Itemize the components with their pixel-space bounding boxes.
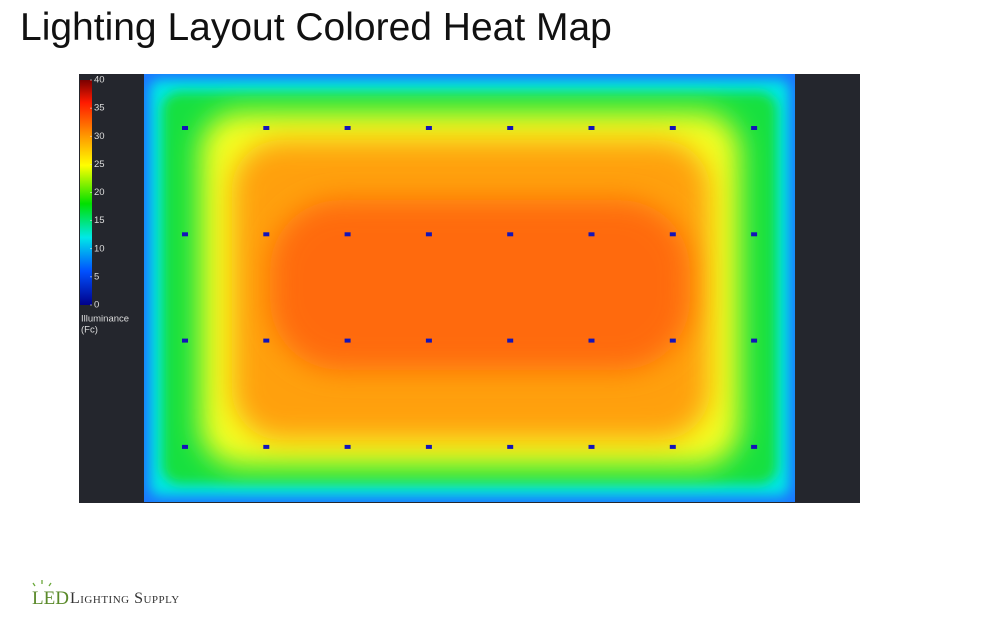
slide-title: Lighting Layout Colored Heat Map bbox=[20, 6, 612, 49]
fixture bbox=[751, 126, 758, 130]
colorbar-tick-label: 35 bbox=[94, 103, 105, 114]
fixture bbox=[425, 444, 432, 449]
fixture bbox=[182, 444, 188, 449]
fixture bbox=[263, 444, 270, 449]
colorbar-label: (Fc) bbox=[81, 325, 98, 336]
fixture bbox=[588, 232, 595, 237]
colorbar-tick-label: 5 bbox=[94, 271, 99, 282]
color-scale bbox=[80, 80, 92, 305]
fixtures bbox=[182, 126, 758, 449]
fixture bbox=[263, 232, 270, 237]
fixture bbox=[263, 338, 270, 343]
fixture bbox=[751, 444, 758, 449]
fixture bbox=[507, 126, 514, 130]
fixture bbox=[507, 338, 514, 343]
fixture bbox=[751, 232, 758, 237]
fixture bbox=[182, 338, 188, 343]
fixture bbox=[425, 338, 432, 343]
fixture bbox=[669, 444, 676, 449]
fixture bbox=[425, 232, 432, 237]
logo: LED Lighting Supply bbox=[30, 580, 250, 616]
fixture bbox=[344, 126, 351, 130]
fixture bbox=[507, 232, 514, 237]
fixture bbox=[588, 444, 595, 449]
logo-mark: LED bbox=[32, 588, 69, 609]
fixture bbox=[507, 444, 514, 449]
fixture bbox=[344, 338, 351, 343]
fixture bbox=[669, 232, 676, 237]
colorbar-tick-label: 30 bbox=[94, 131, 105, 142]
colorbar-tick-label: 10 bbox=[94, 243, 105, 254]
colorbar-tick-label: 25 bbox=[94, 159, 105, 170]
fixture bbox=[588, 338, 595, 343]
colorbar-label: Illuminance bbox=[81, 314, 129, 325]
fixture bbox=[344, 444, 351, 449]
fixture bbox=[182, 126, 188, 130]
fixture bbox=[425, 126, 432, 130]
fixture bbox=[588, 126, 595, 130]
colorbar-tick-label: 20 bbox=[94, 187, 105, 198]
colorbar-tick-label: 15 bbox=[94, 215, 105, 226]
fixture bbox=[263, 126, 270, 130]
logo-icon bbox=[32, 580, 52, 587]
fixture bbox=[344, 232, 351, 237]
colorbar-tick-label: 40 bbox=[94, 75, 105, 86]
fixture bbox=[751, 338, 758, 343]
fixture bbox=[669, 126, 676, 130]
heat-field bbox=[144, 74, 795, 502]
fixture bbox=[669, 338, 676, 343]
fixture bbox=[182, 232, 188, 237]
logo-name: Lighting Supply bbox=[70, 590, 180, 607]
colorbar-tick-label: 0 bbox=[94, 300, 99, 311]
